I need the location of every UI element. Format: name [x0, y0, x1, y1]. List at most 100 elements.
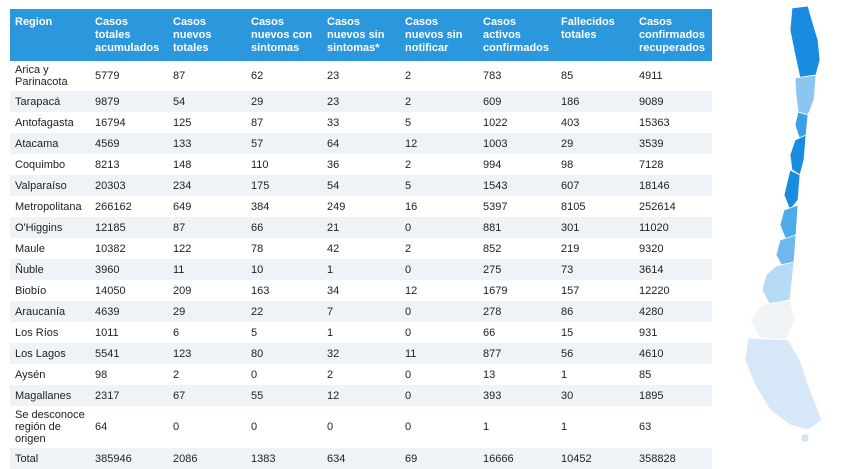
- value-cell: 36: [327, 158, 340, 171]
- table-row: Aysén 98 2 0 2 0 13 1 85: [10, 364, 712, 385]
- map-region: [794, 74, 817, 116]
- value-cell: 33: [327, 116, 340, 129]
- value-cell: 1543: [478, 175, 556, 196]
- value-cell: 1: [561, 421, 568, 433]
- table-row: Metropolitana 266162 649 384 249 16 5397 8105 25…: [10, 196, 712, 217]
- value-cell: 2317: [90, 385, 168, 406]
- region-cell: Metropolitana: [15, 200, 82, 213]
- value-cell: 87: [168, 217, 246, 238]
- value-cell: 148: [173, 158, 192, 171]
- value-cell: 29: [246, 91, 322, 112]
- value-cell: 16794: [95, 116, 126, 129]
- value-cell: 0: [173, 421, 180, 433]
- value-cell: 1: [322, 259, 400, 280]
- region-cell: Ñuble: [10, 259, 90, 280]
- value-cell: 994: [483, 158, 502, 171]
- value-cell: 1895: [634, 385, 712, 406]
- value-cell: 931: [639, 326, 658, 339]
- value-cell: 10452: [556, 448, 634, 469]
- region-cell: Araucanía: [10, 301, 90, 322]
- value-cell: 32: [322, 343, 400, 364]
- value-cell: 11: [168, 259, 246, 280]
- value-cell: 1003: [478, 133, 556, 154]
- value-cell: 0: [251, 368, 258, 381]
- value-cell: 85: [639, 368, 652, 381]
- value-cell: 1383: [246, 448, 322, 469]
- value-cell: 209: [173, 284, 192, 297]
- header-cell: Casos confirmados recuperados: [634, 9, 712, 61]
- table-row: Los Lagos 5541 123 80 32 11 877 56 4610: [10, 343, 712, 364]
- value-cell: 15: [561, 326, 574, 339]
- value-cell: 13: [483, 368, 496, 381]
- value-cell: 11020: [634, 217, 712, 238]
- value-cell: 20303: [90, 175, 168, 196]
- value-cell: 42: [327, 242, 340, 255]
- value-cell: 1: [561, 368, 568, 381]
- value-cell: 266162: [95, 200, 132, 213]
- value-cell: 2: [173, 368, 180, 381]
- value-cell: 23: [327, 70, 340, 82]
- value-cell: 163: [251, 284, 270, 297]
- table-header: Region Casos totales acumulados Casos nuev…: [10, 9, 712, 61]
- value-cell: 252614: [639, 200, 676, 213]
- value-cell: 175: [246, 175, 322, 196]
- value-cell: 12: [400, 133, 478, 154]
- value-cell: 69: [400, 448, 478, 469]
- value-cell: 16: [405, 200, 418, 213]
- value-cell: 1011: [95, 326, 119, 339]
- value-cell: 393: [478, 385, 556, 406]
- region-cell: Los Lagos: [10, 343, 90, 364]
- table-row: Los Ríos 1011 6 5 1 0 66 15 931: [10, 322, 712, 343]
- value-cell: 54: [322, 175, 400, 196]
- header-cell: Casos nuevos sin sintomas*: [322, 9, 400, 61]
- header-cell: Casos nuevos con sintomas: [246, 9, 322, 61]
- table-row: O'Higgins 12185 87 66 21 0 881 301 11020: [10, 217, 712, 238]
- value-cell: 0: [405, 368, 412, 381]
- value-cell: 9879: [90, 91, 168, 112]
- value-cell: 34: [327, 284, 340, 297]
- map-region: [789, 5, 821, 79]
- value-cell: 98: [95, 368, 108, 381]
- value-cell: 55: [246, 385, 322, 406]
- value-cell: 881: [478, 217, 556, 238]
- value-cell: 0: [251, 421, 258, 433]
- value-cell: 73: [556, 259, 634, 280]
- table-row: Valparaíso 20303 234 175 54 5 1543 607 18146: [10, 175, 712, 196]
- value-cell: 2: [400, 91, 478, 112]
- header-row: Region Casos totales acumulados Casos nuev…: [10, 9, 712, 61]
- value-cell: 385946: [90, 448, 168, 469]
- value-cell: 67: [168, 385, 246, 406]
- value-cell: 29: [556, 133, 634, 154]
- value-cell: 16666: [478, 448, 556, 469]
- value-cell: 186: [556, 91, 634, 112]
- value-cell: 78: [251, 242, 264, 255]
- value-cell: 7128: [639, 158, 664, 171]
- table-row: Atacama 4569 133 57 64 12 1003 29 3539: [10, 133, 712, 154]
- data-table: Region Casos totales acumulados Casos nuev…: [10, 9, 712, 469]
- map-region: [783, 169, 801, 211]
- header-cell: Region: [10, 9, 90, 61]
- table-row: Antofagasta 16794 125 87 33 5 1022 403 15363: [10, 112, 712, 133]
- value-cell: 278: [478, 301, 556, 322]
- value-cell: 2086: [168, 448, 246, 469]
- table-row: Coquimbo 8213 148 110 36 2 994 98 7128: [10, 154, 712, 175]
- value-cell: 98: [561, 158, 574, 171]
- table-body: Arica y Parinacota 5779 87 62 23 2 783 85 4911 Ta…: [10, 61, 712, 469]
- value-cell: 18146: [634, 175, 712, 196]
- value-cell: 3614: [634, 259, 712, 280]
- value-cell: 0: [400, 301, 478, 322]
- value-cell: 66: [246, 217, 322, 238]
- region-cell: Biobío: [15, 284, 47, 297]
- value-cell: 1: [483, 421, 490, 433]
- value-cell: 607: [556, 175, 634, 196]
- region-cell: Maule: [15, 242, 45, 255]
- region-cell: Arica y Parinacota: [15, 64, 68, 88]
- value-cell: 157: [561, 284, 580, 297]
- header-cell: Casos totales acumulados: [90, 9, 168, 61]
- table-row: Tarapacá 9879 54 29 23 2 609 186 9089: [10, 91, 712, 112]
- value-cell: 852: [483, 242, 502, 255]
- map-region: [749, 299, 796, 341]
- value-cell: 11: [400, 343, 478, 364]
- value-cell: 634: [322, 448, 400, 469]
